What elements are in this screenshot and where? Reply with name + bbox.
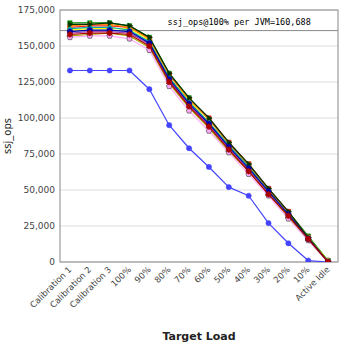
point (67, 68, 72, 73)
point (266, 221, 271, 226)
plot-frame (60, 10, 338, 262)
point (87, 30, 92, 36)
point (67, 32, 72, 38)
point (266, 191, 271, 197)
x-tick-label: Active Idle (293, 264, 332, 303)
point (246, 193, 251, 198)
point (286, 241, 291, 246)
point (167, 79, 172, 85)
grid-line (60, 46, 338, 47)
annotation: ssj_ops@100% per JVM=160,688 (157, 17, 311, 27)
point (107, 21, 111, 25)
grid-line (60, 154, 338, 155)
series-line (70, 30, 328, 262)
point (187, 104, 192, 110)
y-tick-label: 75,000 (24, 149, 56, 159)
point (108, 20, 113, 25)
point (226, 185, 231, 190)
series-line (70, 23, 328, 262)
series-line (70, 36, 328, 262)
series-line (70, 23, 328, 261)
y-tick-label: 100,000 (18, 113, 55, 123)
point (147, 43, 152, 49)
grid-line (60, 82, 338, 83)
x-tick-label: 70% (172, 264, 192, 284)
y-tick-label: 125,000 (18, 77, 55, 87)
series (67, 27, 330, 262)
point (286, 213, 291, 219)
x-tick-label: Calibration 3 (68, 264, 114, 310)
series-line (70, 24, 328, 262)
point (167, 123, 172, 128)
y-axis-label: ssj_ops (2, 118, 14, 154)
point (127, 68, 132, 73)
series (67, 26, 330, 262)
y-tick-label: 50,000 (24, 185, 56, 195)
point (147, 35, 151, 39)
x-tick-label: 30% (252, 264, 272, 284)
point (88, 22, 93, 27)
point (168, 71, 173, 76)
series-line (70, 26, 328, 262)
x-tick-label: 60% (192, 264, 212, 284)
point (186, 146, 191, 151)
series (67, 30, 330, 262)
y-tick-label: 150,000 (18, 41, 55, 51)
series (68, 21, 331, 262)
series-line (70, 33, 328, 262)
series (67, 30, 330, 262)
plot-area (60, 20, 338, 262)
point (306, 236, 311, 242)
series-line (70, 27, 328, 262)
point (87, 68, 92, 73)
series (67, 30, 331, 262)
series (68, 24, 331, 262)
point (188, 95, 193, 100)
chart: 0 25,000 50,000 75,000 100,000 125,000 150,000… (0, 0, 348, 348)
y-tick-label: 25,000 (24, 221, 56, 231)
series-line (70, 32, 328, 262)
point (207, 115, 212, 120)
series (67, 21, 331, 262)
point (127, 32, 132, 38)
point (206, 124, 211, 130)
series-line (70, 70, 328, 262)
series (68, 20, 331, 262)
point (306, 236, 311, 242)
point (206, 164, 211, 169)
x-tick-label: 40% (232, 264, 252, 284)
point (107, 68, 112, 73)
series-line (70, 33, 328, 262)
point (226, 147, 231, 153)
x-tick-label: 50% (212, 264, 232, 284)
series (67, 33, 331, 262)
x-tick-label: 80% (152, 264, 172, 284)
point (148, 35, 153, 40)
point (147, 87, 152, 92)
x-tick-label: 90% (132, 264, 152, 284)
x-tick-label: 20% (271, 264, 291, 284)
point (327, 259, 332, 262)
y-tick-label: 0 (49, 257, 55, 267)
point (128, 23, 133, 28)
series (67, 25, 330, 262)
point (246, 168, 251, 174)
point (326, 259, 331, 262)
series-line (70, 29, 328, 261)
x-tick-label: 100% (109, 264, 133, 288)
series (67, 68, 330, 262)
point (326, 260, 330, 262)
y-tick-label: 175,000 (18, 5, 55, 15)
point (306, 258, 311, 262)
x-axis-label: Target Load (162, 330, 235, 343)
point (107, 30, 112, 36)
grid-line (60, 190, 338, 191)
point (68, 22, 73, 27)
